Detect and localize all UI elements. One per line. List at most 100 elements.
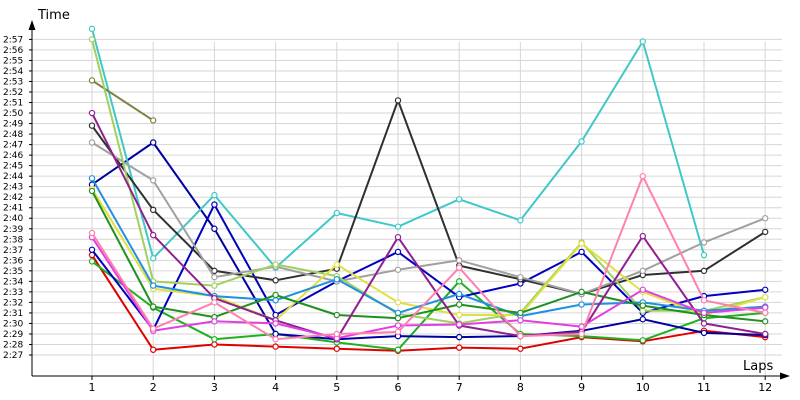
- x-tick-label: 9: [578, 381, 585, 394]
- series-line: [91, 177, 766, 318]
- y-tick-label: 2:40: [3, 214, 23, 224]
- axes: Time Laps: [28, 8, 790, 380]
- series-line: [91, 112, 766, 341]
- data-point: [762, 215, 769, 222]
- x-tick-label: 2: [150, 381, 157, 394]
- data-point: [517, 217, 524, 224]
- data-point: [394, 266, 402, 273]
- data-point: [149, 282, 157, 289]
- data-point: [149, 177, 157, 184]
- series-14: [88, 233, 769, 342]
- data-point: [272, 291, 279, 299]
- data-point: [639, 172, 647, 180]
- y-tick-label: 2:34: [3, 277, 23, 287]
- data-point: [456, 321, 463, 328]
- data-point: [272, 277, 279, 284]
- data-point: [88, 122, 96, 129]
- data-point: [639, 267, 647, 275]
- data-point: [456, 196, 463, 203]
- data-point: [578, 248, 585, 256]
- series-8: [88, 77, 157, 124]
- y-tick-label: 2:47: [3, 141, 23, 151]
- data-point: [211, 282, 218, 289]
- data-point: [456, 333, 463, 341]
- y-tick-label: 2:33: [3, 288, 23, 298]
- y-tick-label: 2:43: [3, 183, 23, 193]
- data-point: [762, 228, 769, 236]
- data-point: [149, 303, 157, 310]
- data-point: [762, 309, 769, 317]
- series-line: [91, 141, 766, 295]
- data-point: [639, 307, 647, 315]
- data-point: [333, 345, 340, 352]
- data-point: [149, 206, 157, 214]
- y-tick-label: 2:56: [3, 46, 23, 56]
- data-point: [456, 290, 463, 298]
- data-point: [333, 261, 340, 268]
- y-tick-label: 2:54: [3, 67, 23, 77]
- y-tick-label: 2:42: [3, 193, 23, 203]
- data-point: [578, 138, 585, 145]
- data-point: [517, 273, 524, 281]
- y-tick-labels: 2:272:282:292:302:312:322:332:342:352:36…: [3, 35, 23, 361]
- y-tick-label: 2:44: [3, 172, 23, 182]
- data-point: [456, 257, 463, 264]
- series-15: [88, 172, 769, 343]
- x-tick-label: 7: [456, 381, 463, 394]
- y-tick-label: 2:45: [3, 162, 23, 172]
- x-tick-label: 8: [517, 381, 524, 394]
- data-point: [578, 301, 585, 308]
- x-axis-title: Laps: [743, 359, 773, 374]
- x-tick-label: 11: [697, 381, 711, 394]
- data-point: [394, 328, 402, 336]
- y-tick-label: 2:50: [3, 109, 23, 119]
- data-point: [272, 297, 279, 304]
- data-point: [394, 314, 402, 322]
- data-point: [517, 345, 524, 352]
- data-point: [456, 278, 463, 285]
- data-point: [149, 346, 157, 353]
- x-tick-label: 10: [636, 381, 650, 394]
- data-point: [149, 231, 157, 239]
- series-line: [91, 175, 766, 341]
- data-point: [272, 330, 279, 338]
- data-point: [762, 318, 769, 325]
- data-point: [517, 309, 524, 317]
- data-point: [394, 223, 402, 230]
- data-point: [272, 343, 279, 350]
- data-point: [700, 297, 708, 304]
- y-tick-label: 2:36: [3, 256, 23, 266]
- x-tick-labels: 1 2 3 4 5 6 7 8 9 10 11 12: [89, 381, 773, 394]
- data-point: [272, 336, 279, 343]
- data-point: [88, 187, 96, 195]
- data-point: [88, 175, 96, 182]
- data-point: [456, 301, 463, 308]
- data-point: [211, 201, 218, 208]
- series-12: [88, 187, 769, 325]
- data-point: [211, 318, 218, 325]
- data-point: [394, 309, 402, 317]
- data-point: [149, 325, 157, 332]
- y-tick-label: 2:29: [3, 330, 23, 340]
- data-point: [394, 97, 402, 104]
- y-tick-label: 2:27: [3, 351, 23, 361]
- data-point: [211, 191, 218, 199]
- data-point: [211, 341, 218, 348]
- data-point: [700, 320, 708, 327]
- series-line: [91, 254, 766, 352]
- data-point: [394, 346, 402, 353]
- data-point: [211, 299, 218, 306]
- data-point: [211, 267, 218, 275]
- data-point: [88, 139, 96, 146]
- series-line: [91, 190, 766, 323]
- data-point: [272, 320, 279, 327]
- x-tick-label: 6: [395, 381, 402, 394]
- y-tick-label: 2:51: [3, 99, 23, 109]
- y-tick-label: 2:38: [3, 235, 23, 245]
- data-point: [578, 330, 585, 338]
- series-line: [91, 79, 154, 122]
- data-point: [88, 109, 96, 117]
- data-point: [394, 322, 402, 329]
- data-point: [272, 311, 279, 319]
